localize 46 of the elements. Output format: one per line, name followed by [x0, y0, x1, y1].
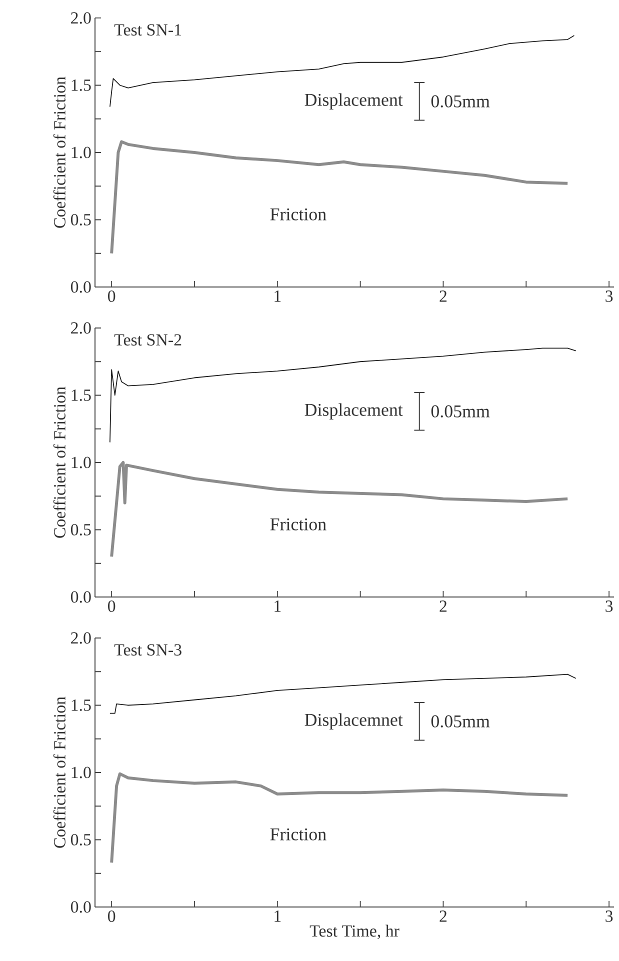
annotation: 0.05mm	[431, 405, 490, 418]
x-tick-label: 3	[606, 290, 613, 302]
x-tick-label: 2	[440, 910, 447, 922]
annotation: Test SN-3	[114, 644, 182, 656]
y-tick-label: 1.5	[72, 390, 91, 401]
x-tick-label: 0	[108, 600, 116, 612]
line-series	[110, 140, 570, 255]
x-tick-label: 3	[606, 910, 613, 922]
series-label: Friction	[270, 828, 326, 840]
y-axis-title: Coefficient of Friction	[53, 76, 66, 228]
y-tick-label: 1.0	[72, 456, 91, 468]
text: Friction	[270, 208, 326, 220]
y-tick-label: 1.5	[72, 700, 91, 711]
x-tick-label: 0	[108, 910, 116, 922]
y-tick-label: 2.0	[71, 12, 91, 24]
y-tick-label: 1.0	[72, 766, 91, 778]
y-tick-label: 0.0	[70, 591, 91, 603]
y-tick-label: 2.0	[71, 322, 91, 334]
y-tick-label: 0.5	[70, 834, 91, 846]
y-axis-title: Coefficient of Friction	[53, 386, 66, 538]
annotation: 0.05mm	[431, 715, 490, 728]
line-series	[109, 348, 576, 443]
x-tick-label: 0	[108, 290, 116, 302]
y-tick-label: 0.5	[70, 524, 91, 536]
series-label: Displacemnet	[304, 713, 403, 730]
annotation: Test SN-2	[114, 334, 182, 346]
y-tick-label: 0.5	[70, 214, 91, 226]
y-axis-title: Coefficient of Friction	[53, 696, 66, 848]
annotation: Test SN-1	[114, 24, 182, 36]
series-label: Friction	[270, 518, 326, 530]
y-tick-label: 0.0	[70, 281, 91, 293]
x-axis-title: Test Time, hr	[310, 924, 400, 940]
y-tick-label: 1.5	[72, 80, 91, 91]
x-tick-label: 1	[274, 290, 281, 302]
series-label: Displacement	[304, 403, 403, 420]
series-label: Displacement	[304, 93, 403, 110]
y-tick-label: 2.0	[71, 632, 91, 644]
x-tick-label: 2	[440, 600, 447, 612]
line-series	[110, 772, 570, 864]
y-tick-label: 1.0	[72, 146, 91, 158]
x-tick-label: 2	[440, 290, 447, 302]
x-tick-label: 1	[274, 600, 281, 612]
x-tick-label: 3	[606, 600, 613, 612]
annotation: 0.05mm	[431, 95, 490, 108]
y-tick-label: 0.0	[70, 901, 91, 913]
x-tick-label: 1	[274, 910, 281, 922]
